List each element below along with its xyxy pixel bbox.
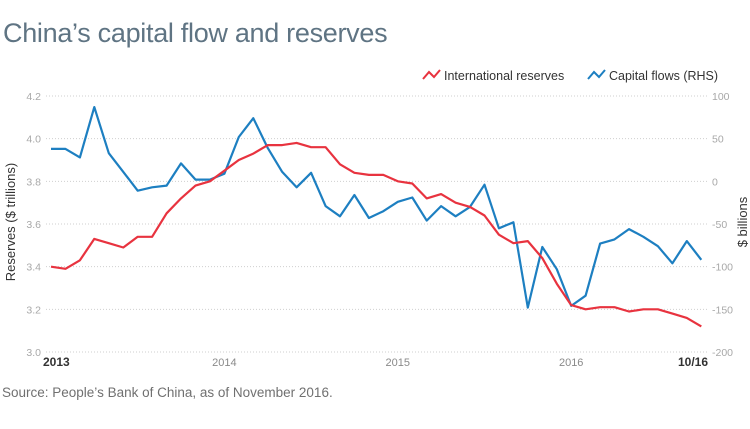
x-axis: 2013 2014 2015 2016 10/16 <box>43 355 708 369</box>
y-tick-left: 3.6 <box>26 219 41 231</box>
y-tick-right: -150 <box>712 304 733 316</box>
series-reserves <box>50 141 702 328</box>
y-tick-left: 4.0 <box>26 134 41 146</box>
y-tick-right: 100 <box>712 91 730 103</box>
y-axis-right: 100 50 0 -50 -100 -150 -200 <box>712 91 733 359</box>
x-tick-label: 10/16 <box>678 355 708 369</box>
y-tick-right: 0 <box>712 176 718 188</box>
y-tick-right: -200 <box>712 347 733 359</box>
y-tick-left: 3.2 <box>26 304 41 316</box>
source-note: Source: People’s Bank of China, as of No… <box>2 385 333 400</box>
y-tick-right: -50 <box>712 219 727 231</box>
y-tick-left: 4.2 <box>26 91 41 103</box>
y-axis-left-label: Reserves ($ trillions) <box>3 163 18 281</box>
capital-flows-line <box>51 105 703 309</box>
y-tick-left: 3.8 <box>26 176 41 188</box>
gridlines <box>46 95 707 353</box>
x-tick-label: 2013 <box>43 355 70 369</box>
series-lines <box>50 105 703 328</box>
y-tick-left: 3.0 <box>26 347 41 359</box>
legend-line-icon <box>422 69 441 80</box>
legend-label: International reserves <box>444 69 564 83</box>
x-tick-label: 2016 <box>559 357 583 369</box>
legend-label: Capital flows (RHS) <box>609 69 718 83</box>
series-capital-flows <box>50 105 703 309</box>
y-axis-left: 4.2 4.0 3.8 3.6 3.4 3.2 3.0 <box>26 91 41 359</box>
x-tick-label: 2014 <box>212 357 236 369</box>
y-axis-right-label: $ billions <box>735 196 750 247</box>
legend-item-capital-flows: Capital flows (RHS) <box>587 69 718 83</box>
y-tick-left: 3.4 <box>26 262 41 274</box>
legend: International reserves Capital flows (RH… <box>422 69 718 83</box>
legend-line-icon <box>587 69 606 80</box>
reserves-line <box>50 141 702 328</box>
y-tick-right: 50 <box>712 134 724 146</box>
legend-item-reserves: International reserves <box>422 69 564 83</box>
y-tick-right: -100 <box>712 262 733 274</box>
chart-title: China’s capital flow and reserves <box>3 18 388 48</box>
x-tick-label: 2015 <box>386 357 410 369</box>
